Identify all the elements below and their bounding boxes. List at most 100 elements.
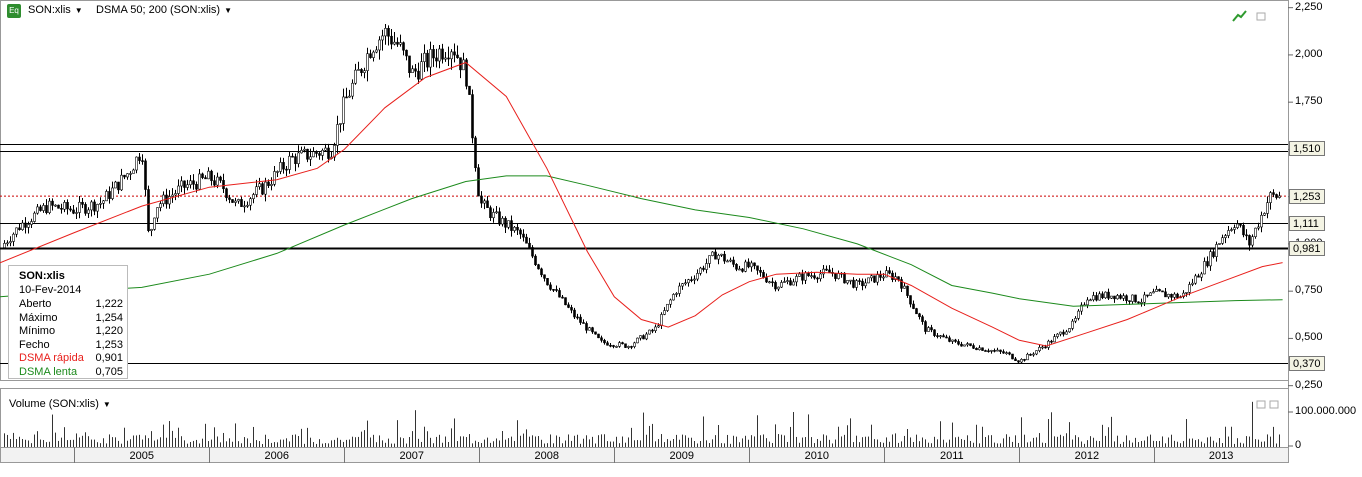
candle-body <box>129 173 132 175</box>
volume-bar <box>1171 434 1172 447</box>
candle-body <box>426 52 429 68</box>
candle-body <box>939 335 942 337</box>
candle-body <box>345 96 348 99</box>
volume-bar <box>124 427 125 447</box>
volume-bar <box>823 434 824 447</box>
volume-bar <box>154 440 155 447</box>
candle-body <box>342 96 345 124</box>
candle-body <box>117 181 120 191</box>
candle-body <box>1173 293 1176 298</box>
candle-body <box>714 251 717 260</box>
volume-bar <box>826 435 827 447</box>
candle-body <box>618 342 621 347</box>
candle-body <box>15 227 18 235</box>
volume-bar <box>709 443 710 447</box>
volume-bar <box>877 439 878 447</box>
candle-body <box>1116 295 1119 300</box>
volume-bar <box>769 441 770 447</box>
volume-bar <box>736 436 737 447</box>
volume-bar <box>424 426 425 447</box>
volume-bar <box>961 439 962 447</box>
volume-bar <box>625 442 626 447</box>
volume-bar <box>898 442 899 447</box>
candle-body <box>354 69 357 84</box>
candle-body <box>339 123 342 125</box>
volume-bar <box>367 420 368 447</box>
candle-body <box>261 183 264 195</box>
volume-bar <box>1210 436 1211 447</box>
candle-body <box>297 152 300 164</box>
info-row-label: Fecho <box>19 338 50 351</box>
candle-body <box>1209 251 1212 267</box>
volume-bar <box>868 436 869 447</box>
candle-body <box>114 181 117 189</box>
volume-bar <box>1129 440 1130 447</box>
info-row-value: 1,253 <box>95 338 123 351</box>
candle-body <box>909 295 912 305</box>
volume-bar <box>790 426 791 447</box>
volume-bar <box>1219 438 1220 447</box>
candle-body <box>285 168 288 171</box>
candle-body <box>294 156 297 164</box>
candle-body <box>900 279 903 289</box>
candle-body <box>984 350 987 352</box>
y-tick-label: 2,250 <box>1295 0 1323 13</box>
volume-bar <box>241 443 242 447</box>
volume-bar <box>976 424 977 447</box>
indicator-selector[interactable]: DSMA 50; 200 (SON:xlis) ▼ <box>96 4 232 16</box>
volume-bar <box>280 439 281 447</box>
candle-body <box>933 329 936 336</box>
candle-body <box>591 327 594 333</box>
candle-body <box>234 200 237 203</box>
volume-bar <box>529 436 530 447</box>
y-tick-label: 0,500 <box>1295 331 1323 344</box>
volume-bar <box>562 443 563 447</box>
candle-body <box>1002 351 1005 354</box>
volume-bar <box>964 439 965 447</box>
candle-body <box>522 233 525 238</box>
candle-body <box>861 280 864 287</box>
volume-bar <box>574 435 575 447</box>
candle-body <box>483 200 486 204</box>
x-tick-label: 2012 <box>1074 450 1100 462</box>
candle-body <box>1248 235 1251 246</box>
candle-body <box>696 273 699 280</box>
candle-body <box>981 347 984 351</box>
volume-bar <box>244 437 245 447</box>
volume-bar <box>1012 441 1013 447</box>
volume-bar <box>742 438 743 447</box>
candle-body <box>381 35 384 41</box>
y-tick-label: 0,250 <box>1295 378 1323 391</box>
candle-body <box>795 276 798 283</box>
candle-body <box>1149 292 1152 296</box>
maximize-icon <box>1256 400 1266 409</box>
candle-body <box>1038 347 1041 351</box>
volume-bar <box>1111 416 1112 447</box>
symbol-selector[interactable]: SON:xlis ▼ <box>28 4 83 16</box>
volume-bar <box>673 439 674 447</box>
candle-body <box>1023 359 1026 361</box>
volume-bar <box>115 437 116 447</box>
candle-body <box>60 207 63 210</box>
volume-bar <box>109 434 110 447</box>
candle-body <box>735 264 738 270</box>
x-tick-label: 2008 <box>534 450 560 462</box>
volume-selector[interactable]: Volume (SON:xlis) ▼ <box>9 398 111 410</box>
volume-bar <box>523 433 524 447</box>
volume-bar <box>1207 437 1208 447</box>
volume-bar <box>922 437 923 447</box>
candle-body <box>834 273 837 279</box>
x-tick-label: 2009 <box>669 450 695 462</box>
candle-body <box>582 322 585 324</box>
candle-body <box>693 278 696 281</box>
volume-bar <box>100 443 101 447</box>
volume-bar <box>592 436 593 447</box>
volume-bar <box>649 425 650 447</box>
equity-icon[interactable]: Eq <box>7 4 21 18</box>
candle-body <box>288 155 291 170</box>
volume-bar <box>394 443 395 447</box>
candle-body <box>717 254 720 260</box>
candle-body <box>903 285 906 289</box>
volume-bar <box>172 430 173 447</box>
